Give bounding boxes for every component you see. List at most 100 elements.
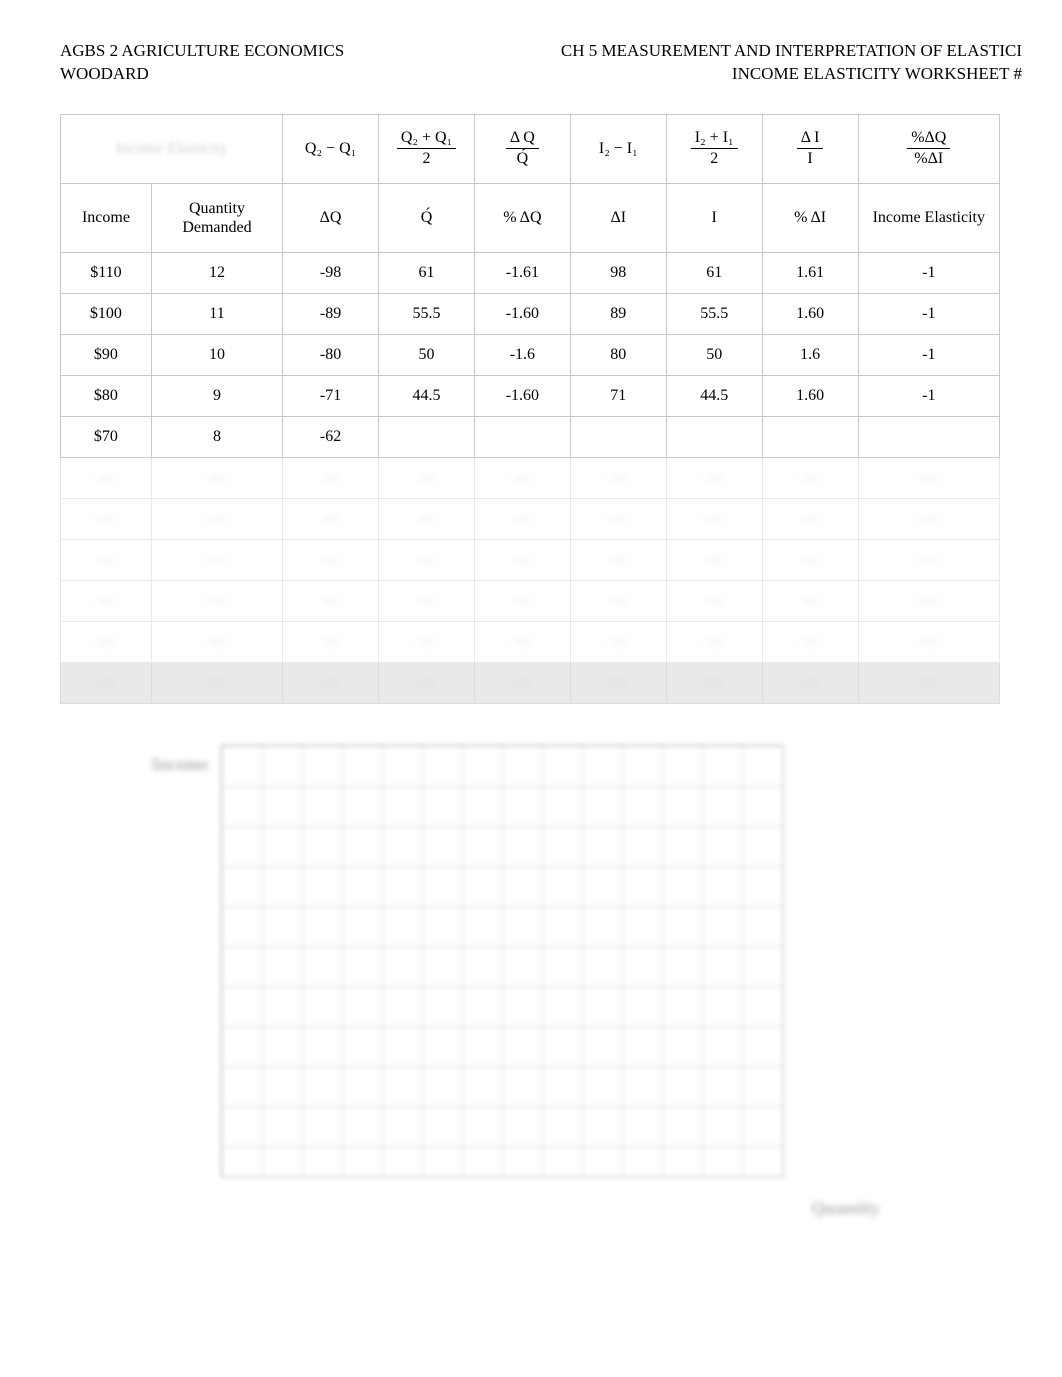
cell-income: $80 (61, 375, 152, 416)
header-left-line1: AGBS 2 AGRICULTURE ECONOMICS (60, 40, 344, 63)
hdr-i2-i1: I₂ − I₁ (570, 114, 666, 183)
cell-blurred: — (283, 539, 379, 580)
hdr-q2-q1: Q₂ − Q₁ (283, 114, 379, 183)
cell-Qbar: 50 (379, 334, 475, 375)
cell-dQ: -71 (283, 375, 379, 416)
hdr-iavg: I₂ + I₁2 (666, 114, 762, 183)
cell-pctdQ: -1.6 (474, 334, 570, 375)
header-left: AGBS 2 AGRICULTURE ECONOMICS WOODARD (60, 40, 344, 86)
col-dq: ΔQ (283, 183, 379, 252)
cell-blurred: — (151, 457, 282, 498)
table-row-blurred: ————————— (61, 539, 1000, 580)
col-di: ΔI (570, 183, 666, 252)
cell-blurred: — (379, 580, 475, 621)
cell-dI (570, 416, 666, 457)
cell-blurred: — (474, 457, 570, 498)
table-row-blurred: ————————— (61, 580, 1000, 621)
elasticity-table: Income Elasticity Q₂ − Q₁ Q₂ + Q₁2 Δ QQ́… (60, 114, 1000, 704)
cell-blurred: — (666, 539, 762, 580)
cell-dQ: -98 (283, 252, 379, 293)
col-pctdi: % ΔI (762, 183, 858, 252)
table-header-formulas: Income Elasticity Q₂ − Q₁ Q₂ + Q₁2 Δ QQ́… (61, 114, 1000, 183)
cell-blurred: — (762, 539, 858, 580)
cell-blurred: — (61, 580, 152, 621)
cell-dQ: -80 (283, 334, 379, 375)
cell-blurred: — (666, 457, 762, 498)
cell-income: $70 (61, 416, 152, 457)
cell-pctdI: 1.60 (762, 293, 858, 334)
cell-dQ: -62 (283, 416, 379, 457)
cell-blurred: — (858, 498, 999, 539)
worksheet-page: AGBS 2 AGRICULTURE ECONOMICS WOODARD CH … (0, 0, 1062, 1259)
cell-elas: -1 (858, 375, 999, 416)
cell-blurred: — (474, 662, 570, 703)
col-qbar: Q́ (379, 183, 475, 252)
cell-blurred: — (283, 580, 379, 621)
cell-dI: 71 (570, 375, 666, 416)
cell-blurred: — (666, 662, 762, 703)
cell-Ibar: 50 (666, 334, 762, 375)
cell-blurred: — (666, 580, 762, 621)
cell-blurred: — (283, 457, 379, 498)
chart-grid (220, 744, 784, 1178)
cell-blurred: — (570, 662, 666, 703)
cell-blurred: — (283, 662, 379, 703)
header-blank-with-watermark: Income Elasticity (61, 114, 283, 183)
cell-pctdI (762, 416, 858, 457)
cell-pctdI: 1.60 (762, 375, 858, 416)
cell-pctdQ: -1.60 (474, 293, 570, 334)
cell-blurred: — (379, 662, 475, 703)
cell-blurred: — (61, 662, 152, 703)
header-right: CH 5 MEASUREMENT AND INTERPRETATION OF E… (561, 40, 1022, 86)
cell-blurred: — (61, 621, 152, 662)
cell-Qbar: 61 (379, 252, 475, 293)
cell-blurred: — (762, 498, 858, 539)
cell-income: $100 (61, 293, 152, 334)
chart-area: Income Quantity (140, 744, 900, 1219)
cell-blurred: — (379, 498, 475, 539)
col-income: Income (61, 183, 152, 252)
cell-blurred: — (283, 621, 379, 662)
cell-qty: 12 (151, 252, 282, 293)
cell-blurred: — (762, 662, 858, 703)
cell-blurred: — (762, 457, 858, 498)
cell-qty: 11 (151, 293, 282, 334)
cell-qty: 10 (151, 334, 282, 375)
cell-blurred: — (474, 621, 570, 662)
cell-income: $90 (61, 334, 152, 375)
cell-pctdI: 1.6 (762, 334, 858, 375)
cell-blurred: — (570, 457, 666, 498)
table-row: $809-7144.5-1.607144.51.60-1 (61, 375, 1000, 416)
cell-blurred: — (151, 662, 282, 703)
cell-blurred: — (151, 539, 282, 580)
header-right-line1: CH 5 MEASUREMENT AND INTERPRETATION OF E… (561, 40, 1022, 63)
cell-elas: -1 (858, 334, 999, 375)
cell-blurred: — (762, 621, 858, 662)
cell-blurred: — (762, 580, 858, 621)
table-row: $9010-8050-1.680501.6-1 (61, 334, 1000, 375)
cell-Ibar: 55.5 (666, 293, 762, 334)
chart-y-axis-label: Income (140, 744, 220, 1178)
cell-qty: 9 (151, 375, 282, 416)
hdr-pctdq-pctdi: %ΔQ%ΔI (858, 114, 999, 183)
col-qty: Quantity Demanded (151, 183, 282, 252)
cell-blurred: — (61, 498, 152, 539)
col-pctdq: % ΔQ (474, 183, 570, 252)
cell-blurred: — (283, 498, 379, 539)
hdr-qavg: Q₂ + Q₁2 (379, 114, 475, 183)
cell-income: $110 (61, 252, 152, 293)
cell-pctdQ (474, 416, 570, 457)
cell-blurred: — (858, 621, 999, 662)
table-body: $11012-9861-1.6198611.61-1$10011-8955.5-… (61, 252, 1000, 703)
page-header: AGBS 2 AGRICULTURE ECONOMICS WOODARD CH … (60, 40, 1022, 86)
cell-blurred: — (666, 498, 762, 539)
cell-blurred: — (474, 498, 570, 539)
cell-blurred: — (474, 580, 570, 621)
cell-elas: -1 (858, 293, 999, 334)
cell-Qbar (379, 416, 475, 457)
cell-blurred: — (379, 539, 475, 580)
cell-pctdI: 1.61 (762, 252, 858, 293)
cell-dQ: -89 (283, 293, 379, 334)
cell-dI: 80 (570, 334, 666, 375)
table-row-blurred: ————————— (61, 662, 1000, 703)
